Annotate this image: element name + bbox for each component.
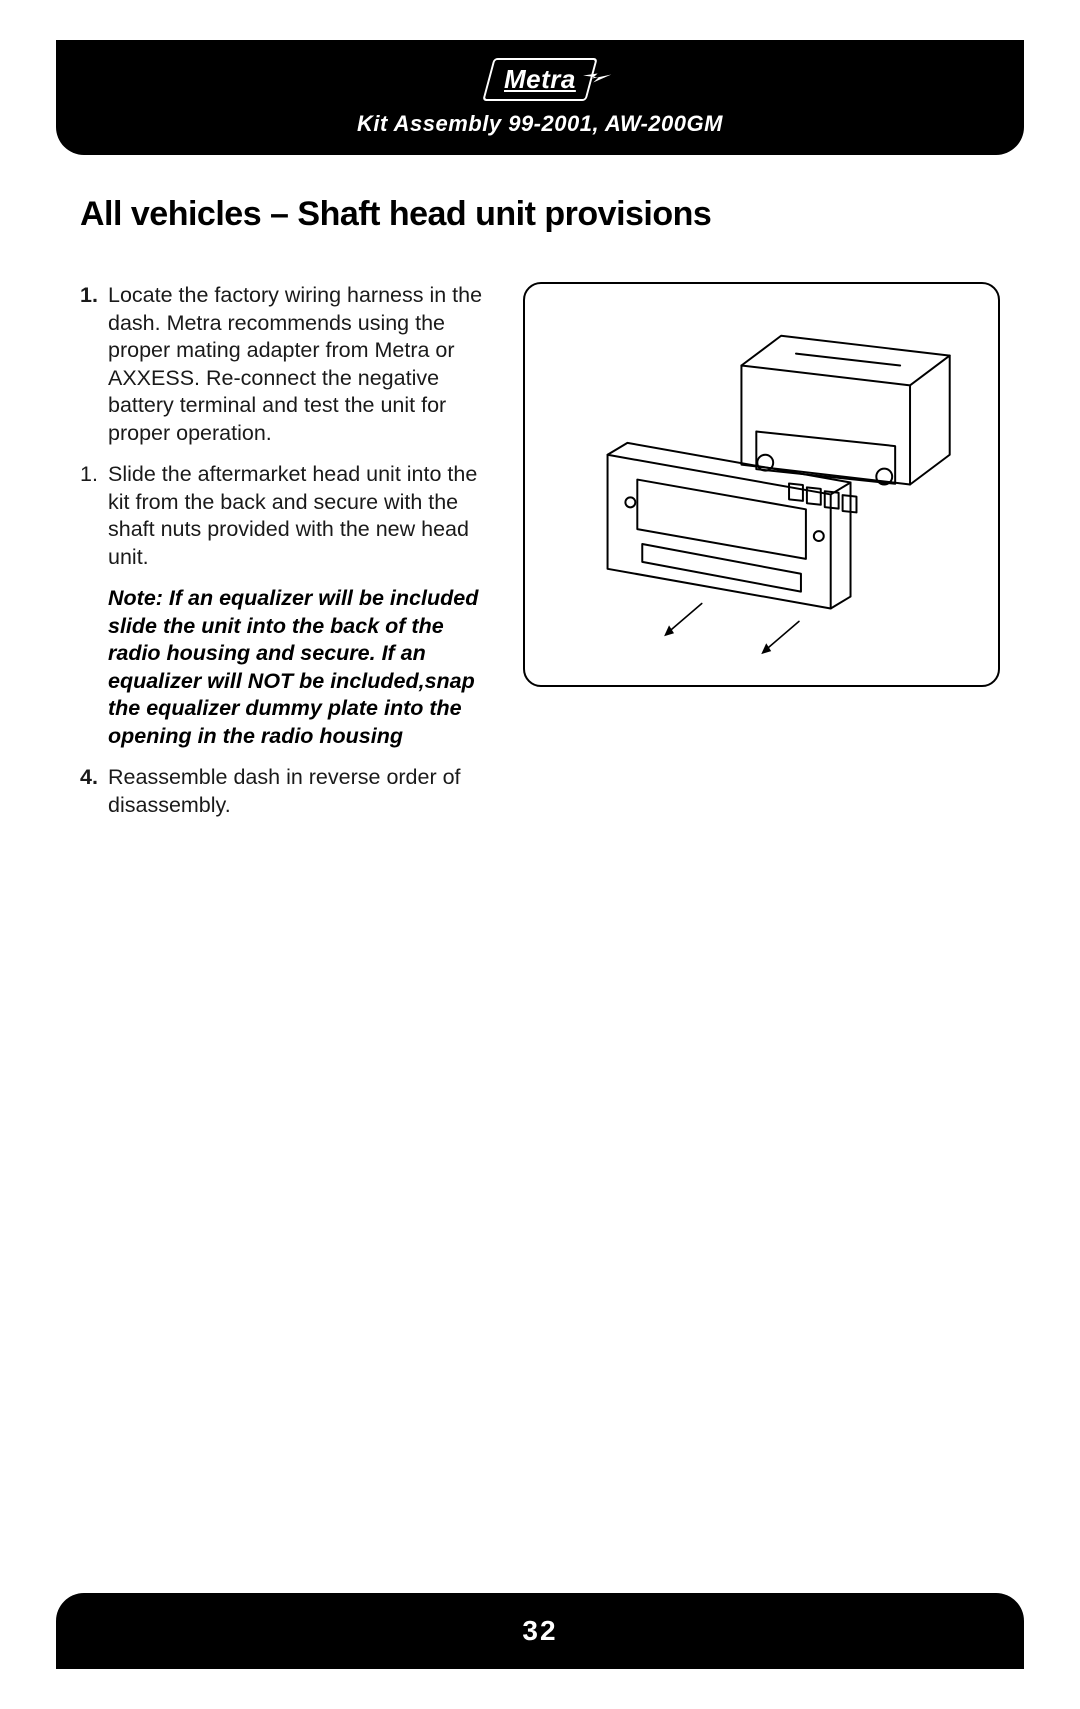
main-content: All vehicles – Shaft head unit provision… [0, 155, 1080, 833]
content-row: 1. Locate the factory wiring harness in … [80, 282, 1000, 833]
instructions-column: 1. Locate the factory wiring harness in … [80, 282, 487, 833]
assembly-diagram [523, 282, 1000, 687]
instruction-note: Note: If an equalizer will be included s… [108, 585, 487, 750]
lightning-icon [579, 68, 613, 91]
step-number: 1. [80, 461, 108, 571]
step-text: Slide the aftermarket head unit into the… [108, 461, 487, 571]
figure-column [523, 282, 1000, 687]
instruction-step: 1. Slide the aftermarket head unit into … [80, 461, 487, 571]
header-bar: Metra Kit Assembly 99-2001, AW-200GM [56, 40, 1024, 155]
instruction-step: 4. Reassemble dash in reverse order of d… [80, 764, 487, 819]
diagram-svg [553, 306, 970, 663]
step-number: 1. [80, 282, 108, 447]
header-subtitle: Kit Assembly 99-2001, AW-200GM [56, 111, 1024, 137]
page-number: 32 [522, 1615, 557, 1646]
page-title: All vehicles – Shaft head unit provision… [80, 195, 1000, 234]
step-text: Locate the factory wiring harness in the… [108, 282, 487, 447]
footer-bar: 32 [56, 1593, 1024, 1669]
instruction-step: 1. Locate the factory wiring harness in … [80, 282, 487, 447]
brand-name: Metra [504, 64, 576, 95]
step-text: Reassemble dash in reverse order of disa… [108, 764, 487, 819]
step-number: 4. [80, 764, 108, 819]
brand-logo: Metra [482, 58, 597, 101]
